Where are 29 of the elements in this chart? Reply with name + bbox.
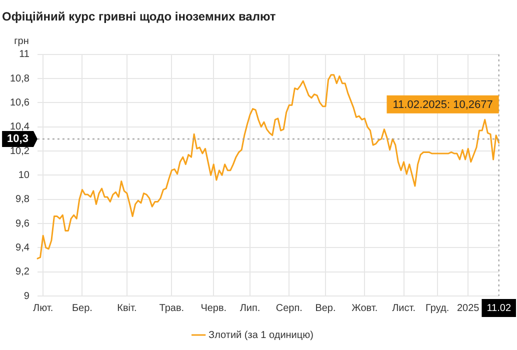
x-tick-label: Серп. bbox=[276, 302, 302, 314]
x-tick-label: Черв. bbox=[200, 302, 227, 314]
y-tick-label: 10,8 bbox=[10, 73, 30, 84]
annotation: 11.02.2025: 10,2677 bbox=[392, 98, 493, 111]
legend-label: Злотий (за 1 одиницю) bbox=[208, 330, 314, 341]
x-tick-label: 11.02 bbox=[486, 302, 512, 314]
y-tick-label: 10,6 bbox=[10, 97, 30, 108]
y-tick-label: 9,4 bbox=[16, 242, 30, 254]
y-tick-label: 11 bbox=[19, 49, 30, 60]
x-tick-label: Лип. bbox=[240, 302, 260, 314]
y-tick-label: 9,6 bbox=[16, 218, 30, 230]
y-axis-title: грн bbox=[14, 36, 29, 48]
x-tick-label: Бер. bbox=[72, 302, 92, 314]
x-tick-label: 2025 bbox=[456, 302, 480, 314]
x-tick-label: Груд. bbox=[426, 302, 450, 314]
x-tick-label: Лист. bbox=[392, 302, 416, 314]
x-tick-label: Лют. bbox=[33, 302, 54, 314]
y-tick-label: 10,2 bbox=[10, 146, 30, 157]
y-tick-label: 9,8 bbox=[16, 194, 30, 206]
y-tick-label: 10 bbox=[18, 170, 30, 181]
chart-title: Офіційний курс гривні щодо іноземних валют bbox=[2, 10, 276, 24]
x-tick-label: Вер. bbox=[315, 302, 336, 314]
ref-line-label: 10,3 bbox=[7, 132, 28, 145]
x-tick-label: Жовт. bbox=[352, 302, 378, 314]
y-tick-label: 9,2 bbox=[16, 266, 30, 278]
y-tick-label: 10,4 bbox=[10, 122, 30, 133]
y-tick-label: 9 bbox=[24, 290, 30, 302]
x-tick-label: Квіт. bbox=[117, 302, 137, 314]
x-tick-label: Трав. bbox=[159, 302, 184, 314]
